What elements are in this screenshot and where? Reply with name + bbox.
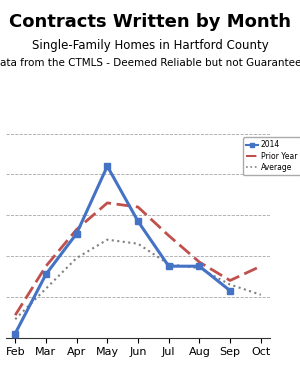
Text: Single-Family Homes in Hartford County: Single-Family Homes in Hartford County	[32, 39, 268, 52]
Text: Contracts Written by Month: Contracts Written by Month	[9, 13, 291, 31]
Text: Data from the CTMLS - Deemed Reliable but not Guaranteed: Data from the CTMLS - Deemed Reliable bu…	[0, 58, 300, 68]
Legend: 2014, Prior Year, Average: 2014, Prior Year, Average	[243, 137, 300, 175]
